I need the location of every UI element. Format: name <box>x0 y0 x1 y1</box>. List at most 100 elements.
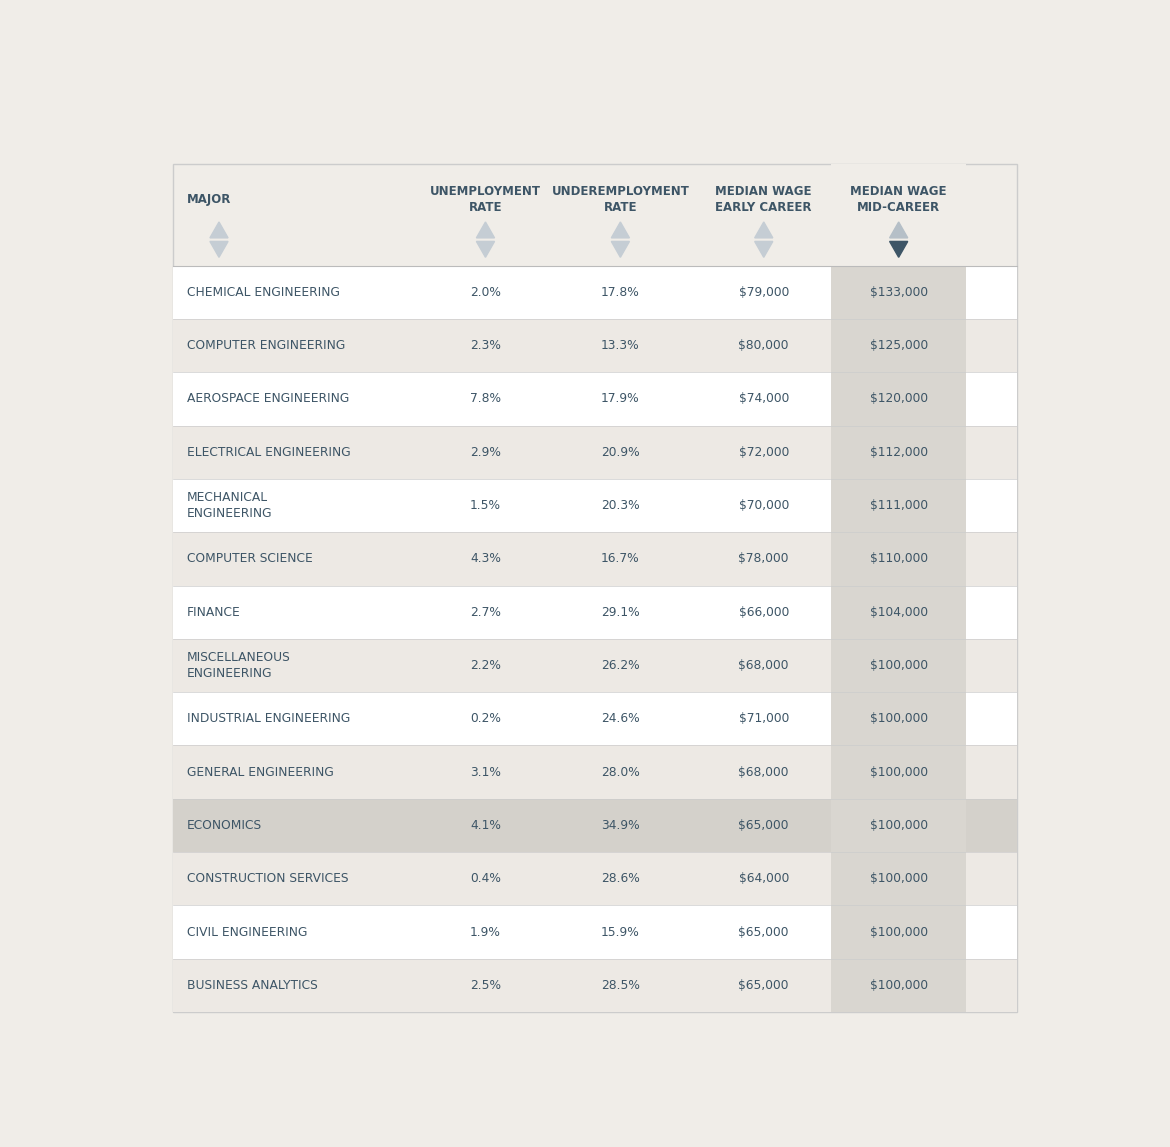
Text: COMPUTER ENGINEERING: COMPUTER ENGINEERING <box>187 340 345 352</box>
Text: CHEMICAL ENGINEERING: CHEMICAL ENGINEERING <box>187 286 340 299</box>
Bar <box>173 319 1017 373</box>
Polygon shape <box>889 223 908 237</box>
Text: MEDIAN WAGE
MID-CAREER: MEDIAN WAGE MID-CAREER <box>851 185 947 213</box>
Text: $72,000: $72,000 <box>738 446 789 459</box>
Bar <box>831 164 966 266</box>
Bar <box>173 266 1017 319</box>
Text: 17.8%: 17.8% <box>601 286 640 299</box>
Text: 2.5%: 2.5% <box>470 978 501 992</box>
Text: 34.9%: 34.9% <box>601 819 640 832</box>
Bar <box>173 639 1017 692</box>
Polygon shape <box>755 223 773 237</box>
Text: $79,000: $79,000 <box>738 286 789 299</box>
Polygon shape <box>476 241 495 257</box>
Bar <box>831 426 966 479</box>
Text: CONSTRUCTION SERVICES: CONSTRUCTION SERVICES <box>187 872 349 885</box>
Polygon shape <box>889 241 908 257</box>
Text: 20.3%: 20.3% <box>601 499 640 512</box>
Text: GENERAL ENGINEERING: GENERAL ENGINEERING <box>187 765 333 779</box>
Text: $71,000: $71,000 <box>738 712 789 725</box>
Bar <box>831 585 966 639</box>
Polygon shape <box>476 223 495 237</box>
Bar <box>831 959 966 1012</box>
Text: $100,000: $100,000 <box>869 978 928 992</box>
Text: $125,000: $125,000 <box>869 340 928 352</box>
Text: $78,000: $78,000 <box>738 553 789 565</box>
Text: $64,000: $64,000 <box>738 872 789 885</box>
Text: $112,000: $112,000 <box>869 446 928 459</box>
Text: $65,000: $65,000 <box>738 926 789 938</box>
Polygon shape <box>611 241 629 257</box>
Polygon shape <box>209 241 228 257</box>
Polygon shape <box>611 223 629 237</box>
Bar <box>173 905 1017 959</box>
Bar <box>831 798 966 852</box>
Text: $104,000: $104,000 <box>869 606 928 618</box>
Text: MECHANICAL
ENGINEERING: MECHANICAL ENGINEERING <box>187 491 273 520</box>
Text: $65,000: $65,000 <box>738 819 789 832</box>
Text: $100,000: $100,000 <box>869 712 928 725</box>
Text: 0.2%: 0.2% <box>470 712 501 725</box>
Polygon shape <box>209 223 228 237</box>
Text: 1.5%: 1.5% <box>470 499 501 512</box>
Text: 2.0%: 2.0% <box>470 286 501 299</box>
Text: AEROSPACE ENGINEERING: AEROSPACE ENGINEERING <box>187 392 350 406</box>
Bar <box>831 852 966 905</box>
Bar <box>173 798 1017 852</box>
Text: 3.1%: 3.1% <box>470 765 501 779</box>
Text: ELECTRICAL ENGINEERING: ELECTRICAL ENGINEERING <box>187 446 351 459</box>
Text: 20.9%: 20.9% <box>601 446 640 459</box>
Text: $100,000: $100,000 <box>869 819 928 832</box>
Bar <box>831 373 966 426</box>
Text: $100,000: $100,000 <box>869 660 928 672</box>
Text: ECONOMICS: ECONOMICS <box>187 819 262 832</box>
Bar <box>173 585 1017 639</box>
Text: $133,000: $133,000 <box>869 286 928 299</box>
Text: 4.3%: 4.3% <box>470 553 501 565</box>
Text: INDUSTRIAL ENGINEERING: INDUSTRIAL ENGINEERING <box>187 712 350 725</box>
Text: COMPUTER SCIENCE: COMPUTER SCIENCE <box>187 553 312 565</box>
Text: $80,000: $80,000 <box>738 340 789 352</box>
Text: $100,000: $100,000 <box>869 926 928 938</box>
Text: 28.5%: 28.5% <box>601 978 640 992</box>
Text: 26.2%: 26.2% <box>601 660 640 672</box>
Text: $65,000: $65,000 <box>738 978 789 992</box>
Text: 29.1%: 29.1% <box>601 606 640 618</box>
Text: 28.0%: 28.0% <box>601 765 640 779</box>
Text: UNEMPLOYMENT
RATE: UNEMPLOYMENT RATE <box>429 185 541 213</box>
Text: $100,000: $100,000 <box>869 765 928 779</box>
Bar <box>173 479 1017 532</box>
Text: 15.9%: 15.9% <box>601 926 640 938</box>
Text: 2.2%: 2.2% <box>470 660 501 672</box>
Text: 2.7%: 2.7% <box>470 606 501 618</box>
Text: 24.6%: 24.6% <box>601 712 640 725</box>
Bar <box>831 905 966 959</box>
Text: 0.4%: 0.4% <box>470 872 501 885</box>
Text: $100,000: $100,000 <box>869 872 928 885</box>
Bar <box>831 266 966 319</box>
Text: 16.7%: 16.7% <box>601 553 640 565</box>
Bar <box>831 319 966 373</box>
Text: MISCELLANEOUS
ENGINEERING: MISCELLANEOUS ENGINEERING <box>187 651 291 680</box>
Text: 2.9%: 2.9% <box>470 446 501 459</box>
Text: $120,000: $120,000 <box>869 392 928 406</box>
Bar <box>831 692 966 746</box>
Text: 4.1%: 4.1% <box>470 819 501 832</box>
Text: BUSINESS ANALYTICS: BUSINESS ANALYTICS <box>187 978 318 992</box>
Bar <box>831 532 966 585</box>
Text: 17.9%: 17.9% <box>601 392 640 406</box>
Bar <box>173 746 1017 798</box>
Polygon shape <box>755 241 773 257</box>
Text: $110,000: $110,000 <box>869 553 928 565</box>
Text: 28.6%: 28.6% <box>601 872 640 885</box>
Text: $68,000: $68,000 <box>738 660 789 672</box>
Text: $74,000: $74,000 <box>738 392 789 406</box>
Text: MEDIAN WAGE
EARLY CAREER: MEDIAN WAGE EARLY CAREER <box>716 185 812 213</box>
Bar <box>173 373 1017 426</box>
Text: $70,000: $70,000 <box>738 499 789 512</box>
Bar <box>173 798 1017 852</box>
Text: 13.3%: 13.3% <box>601 340 640 352</box>
Bar <box>173 426 1017 479</box>
Text: $66,000: $66,000 <box>738 606 789 618</box>
Bar <box>173 692 1017 746</box>
